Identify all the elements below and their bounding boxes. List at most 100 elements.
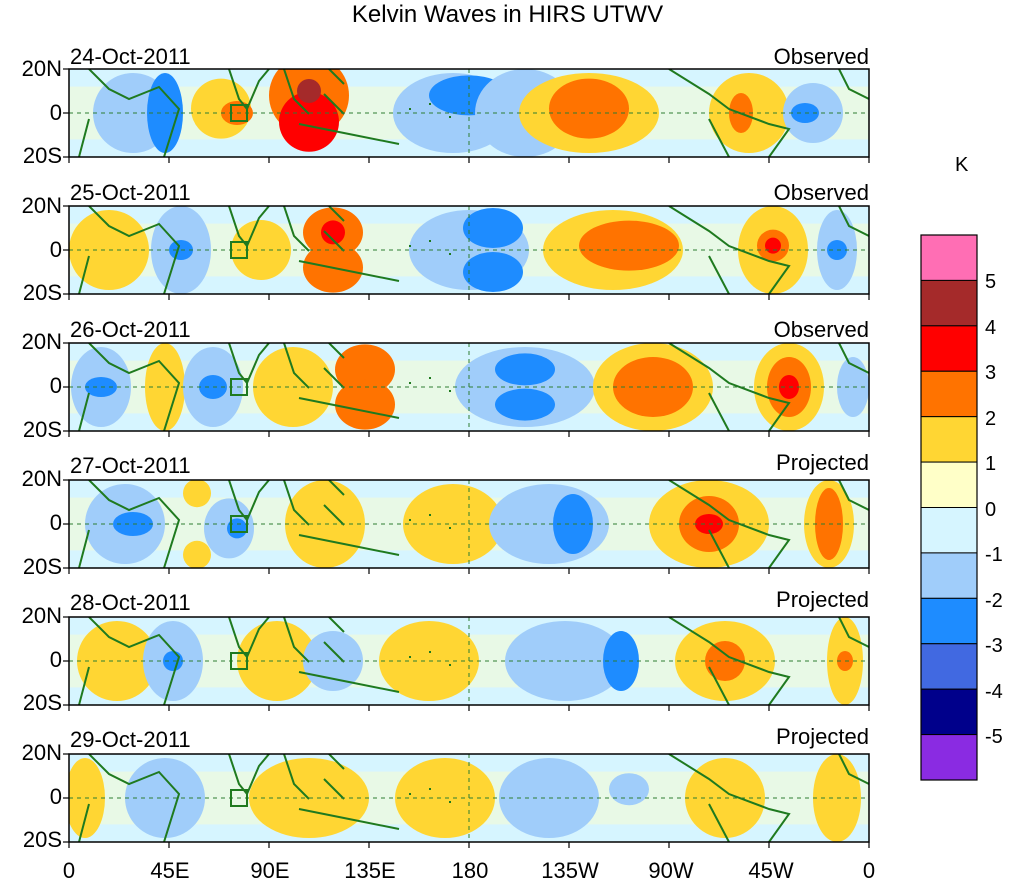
anomaly-contour xyxy=(463,252,523,292)
coastline xyxy=(838,754,869,785)
lat-label-20n: 20N xyxy=(21,56,62,81)
coastline xyxy=(668,480,791,568)
anomaly-field xyxy=(69,754,869,842)
colorbar-swatch xyxy=(920,325,978,372)
lon-label-180: 180 xyxy=(451,858,489,883)
lat-label-20n: 20N xyxy=(21,603,62,628)
map-panel-2 xyxy=(63,205,870,300)
colorbar-label: -3 xyxy=(985,635,1003,657)
panel-kind-4: Projected xyxy=(776,450,869,475)
panel-kind-6: Projected xyxy=(776,724,869,749)
panel-kind-1: Observed xyxy=(773,44,869,69)
colorbar-swatch xyxy=(920,552,978,599)
panel-date-2: 25-Oct-2011 xyxy=(70,180,191,205)
coastline xyxy=(838,480,869,511)
colorbar-label: -4 xyxy=(985,681,1003,703)
panel-date-6: 29-Oct-2011 xyxy=(70,727,191,752)
lon-label-135e: 135E xyxy=(344,858,396,883)
lat-label-20n: 20N xyxy=(21,329,62,354)
panel-kind-2: Observed xyxy=(773,180,869,205)
colorbar-label: -5 xyxy=(985,726,1003,748)
anomaly-contour xyxy=(183,540,211,568)
panel-date-3: 26-Oct-2011 xyxy=(70,317,191,342)
coastline xyxy=(409,103,451,118)
coastline xyxy=(78,69,181,157)
lat-label-20s: 20S xyxy=(22,417,62,442)
lat-label-eq: 0 xyxy=(49,100,62,125)
colorbar-swatch xyxy=(920,688,978,736)
anomaly-contour xyxy=(495,353,555,386)
coastline xyxy=(668,754,791,842)
panel-kind-5: Projected xyxy=(776,587,869,612)
coastline xyxy=(283,480,400,556)
lon-label-0-east: 0 xyxy=(862,858,876,883)
reference-box xyxy=(230,789,248,807)
coastline xyxy=(668,206,791,294)
colorbar-label: 1 xyxy=(985,453,997,475)
coastline xyxy=(838,206,869,237)
reference-box xyxy=(230,378,248,396)
lat-label-20n: 20N xyxy=(21,193,62,218)
map-panel-5 xyxy=(63,616,870,711)
panel-date-5: 28-Oct-2011 xyxy=(70,590,191,615)
lat-label-20n: 20N xyxy=(21,740,62,765)
lat-label-eq: 0 xyxy=(49,373,62,398)
colorbar-unit: K xyxy=(955,154,969,176)
anomaly-contour xyxy=(321,220,345,245)
coastline xyxy=(283,69,400,145)
coastline xyxy=(283,343,400,419)
lat-label-eq: 0 xyxy=(49,784,62,809)
map-title: Kelvin Waves in HIRS UTWV xyxy=(351,1,664,28)
reference-box xyxy=(230,241,248,259)
anomaly-contour xyxy=(549,78,629,139)
colorbar-frame xyxy=(920,234,978,781)
colorbar-swatch xyxy=(920,234,978,281)
lat-label-eq: 0 xyxy=(49,510,62,535)
colorbar-swatch xyxy=(920,597,978,645)
anomaly-contour xyxy=(495,388,555,421)
coastline xyxy=(409,514,451,529)
panel-kind-3: Observed xyxy=(773,317,869,342)
map-panel-3 xyxy=(63,342,870,437)
colorbar-swatch xyxy=(920,279,978,327)
panel-date-4: 27-Oct-2011 xyxy=(70,453,191,478)
anomaly-contour xyxy=(335,379,395,430)
coastline xyxy=(78,480,181,568)
coastline xyxy=(409,788,451,803)
lon-label-90e: 90E xyxy=(250,858,290,883)
panel-date-1: 24-Oct-2011 xyxy=(70,44,191,69)
lon-label-90w: 90W xyxy=(648,858,694,883)
colorbar-swatch xyxy=(920,370,978,418)
coastline xyxy=(78,343,181,431)
anomaly-contour xyxy=(579,220,679,271)
lat-label-20n: 20N xyxy=(21,466,62,491)
lon-label-45w: 45W xyxy=(748,858,794,883)
coastline xyxy=(409,240,451,255)
reference-box xyxy=(230,104,248,122)
lat-label-eq: 0 xyxy=(49,237,62,262)
anomaly-contour xyxy=(765,237,781,254)
colorbar-label: 5 xyxy=(985,271,997,293)
reference-box xyxy=(230,652,248,670)
anomaly-contour xyxy=(297,79,321,103)
anomaly-contour xyxy=(279,91,339,152)
colorbar-swatch xyxy=(920,461,978,509)
coastline xyxy=(838,69,869,100)
lat-label-20s: 20S xyxy=(22,554,62,579)
colorbar-label: -2 xyxy=(985,590,1003,612)
coastline xyxy=(283,754,400,830)
anomaly-contour xyxy=(335,344,395,395)
coastline xyxy=(78,206,181,294)
lon-label-135w: 135W xyxy=(541,858,599,883)
colorbar-label: -1 xyxy=(985,544,1003,566)
colorbar-swatch xyxy=(920,643,978,690)
anomaly-contour xyxy=(183,480,211,508)
colorbar-label: 2 xyxy=(985,408,997,430)
map-panel-1 xyxy=(63,68,870,163)
lat-label-20s: 20S xyxy=(22,827,62,852)
coastline xyxy=(78,617,181,705)
map-panel-6 xyxy=(63,753,870,848)
colorbar-swatch xyxy=(920,416,978,463)
coastline xyxy=(409,651,451,666)
